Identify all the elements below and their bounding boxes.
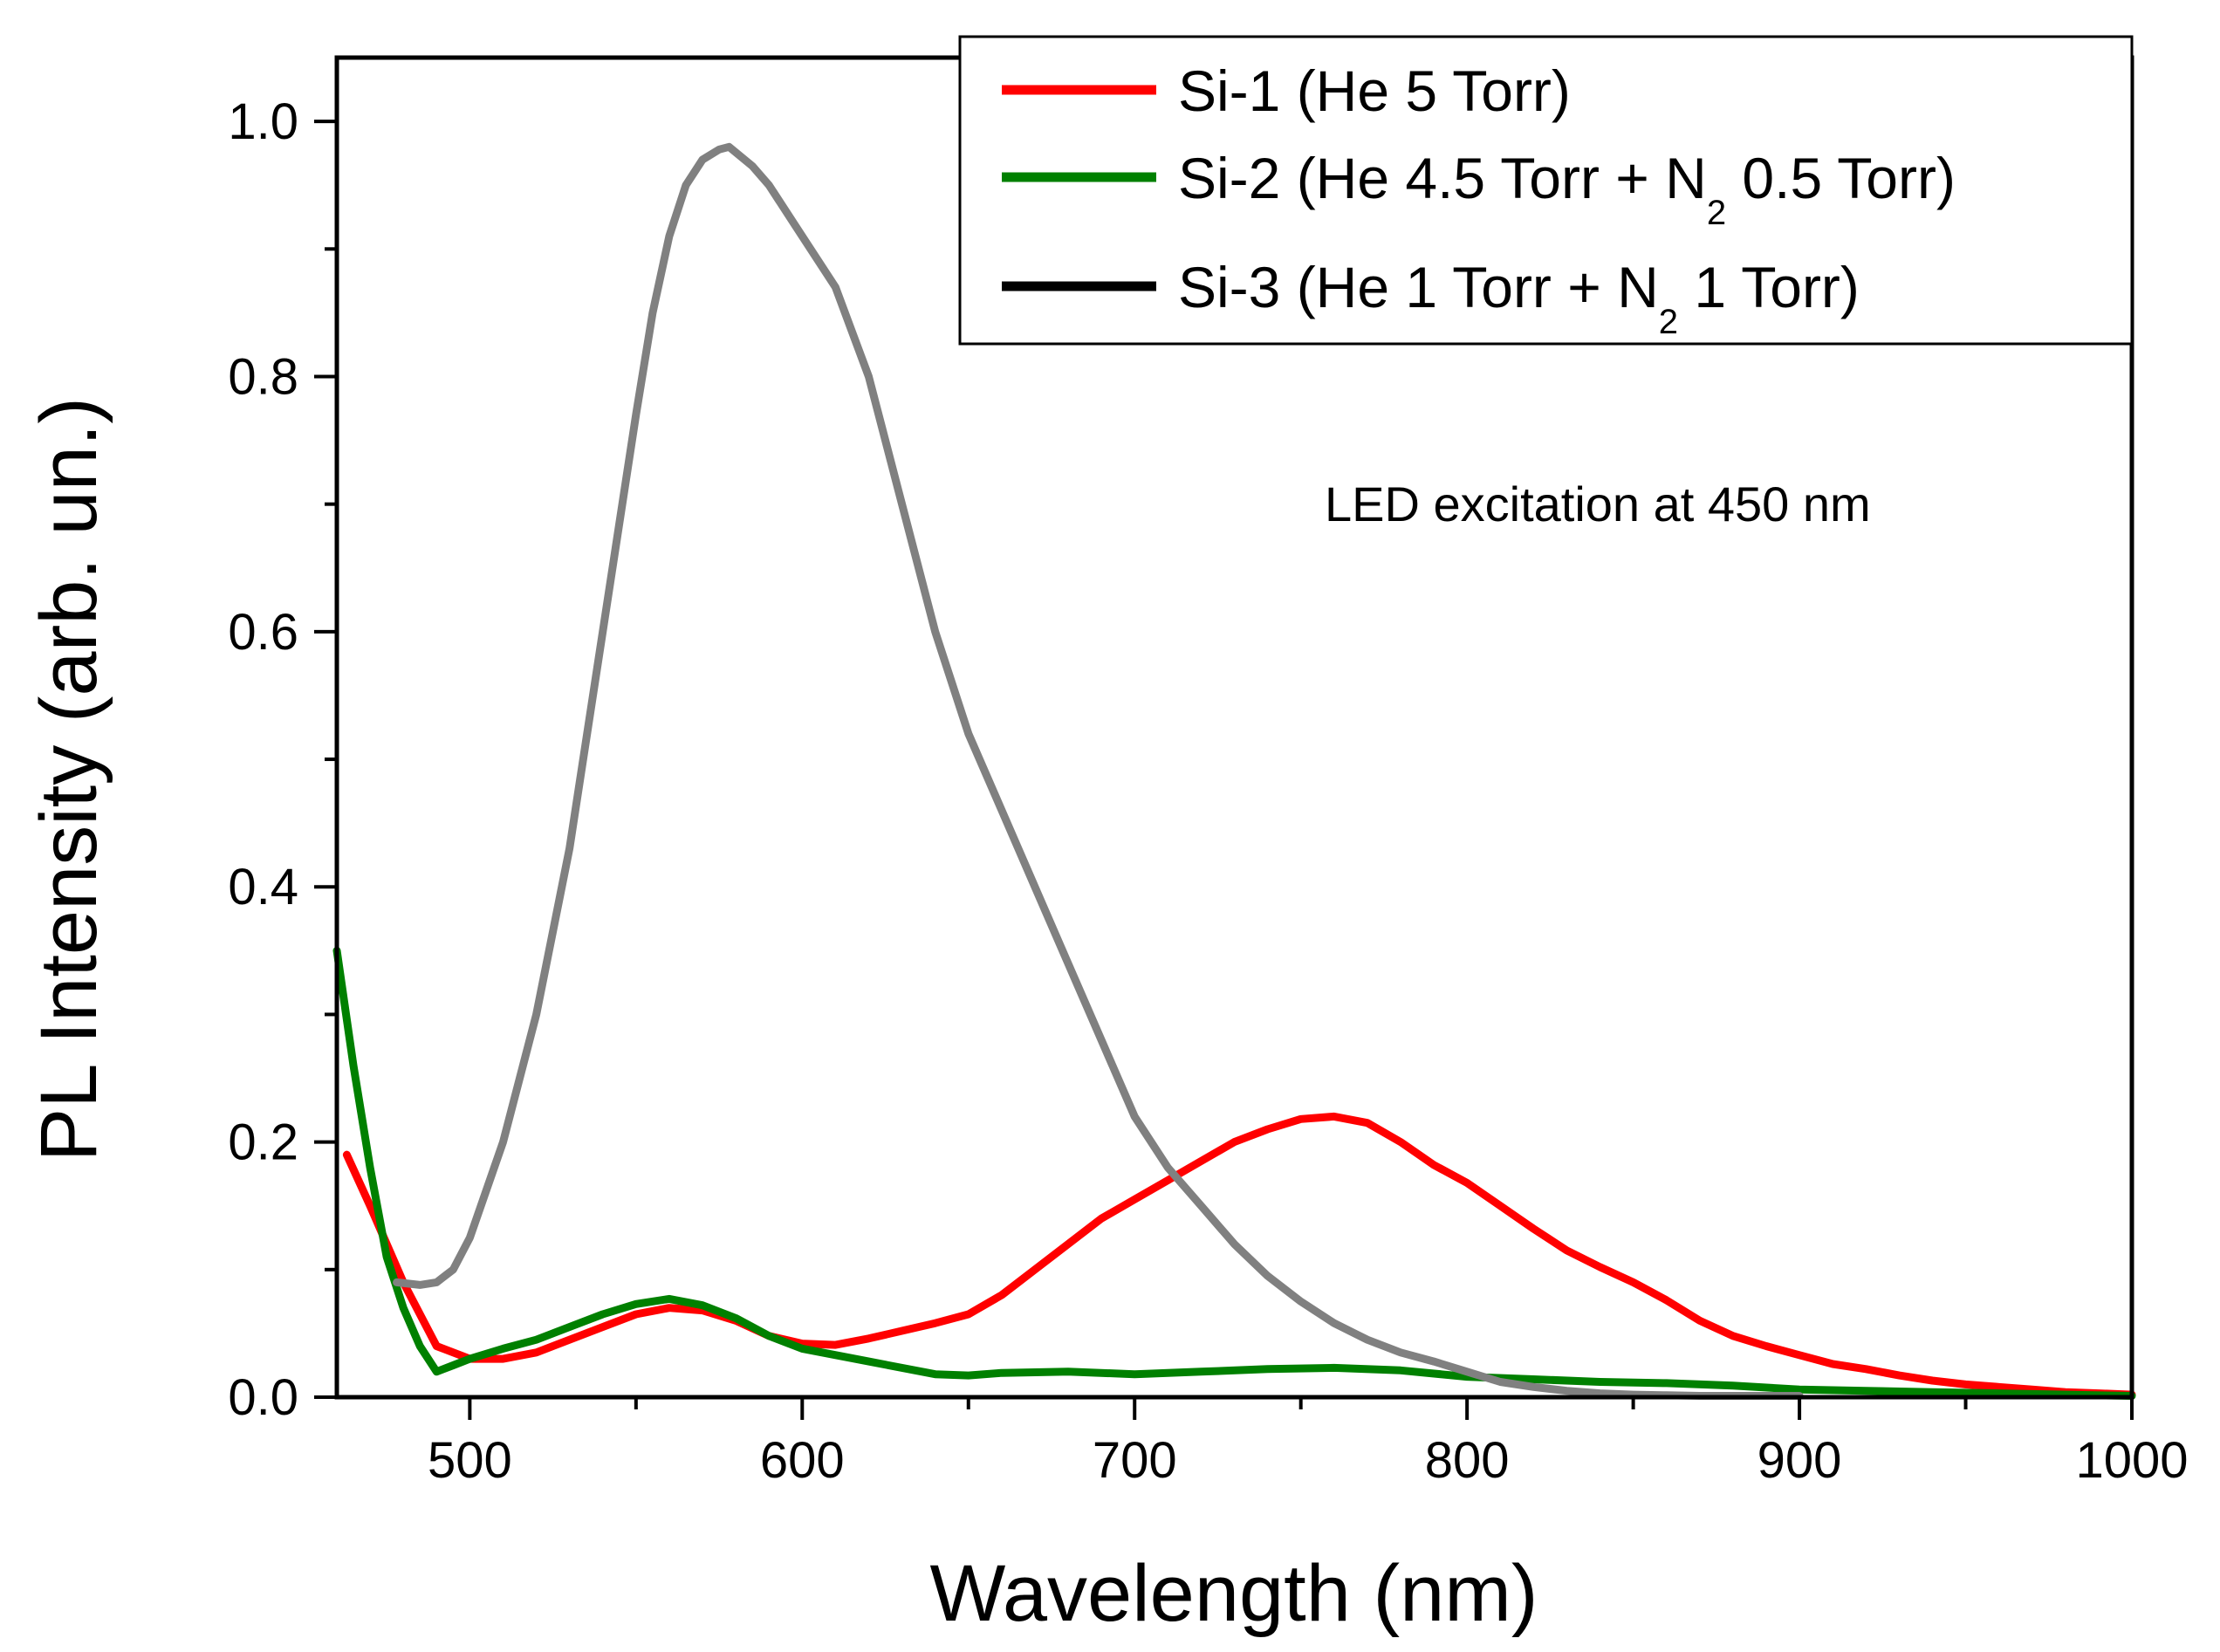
legend-entries: Si-1 (He 5 Torr) Si-2 (He 4.5 Torr + N2 0… bbox=[1002, 58, 1956, 341]
y-tick-label: 0.8 bbox=[228, 348, 298, 405]
series-layer bbox=[332, 142, 2136, 1400]
x-tick-label: 500 bbox=[428, 1432, 512, 1489]
series-line-1 bbox=[342, 1112, 2136, 1399]
y-tick-label: 0.4 bbox=[228, 859, 298, 915]
series-line-2 bbox=[332, 946, 2136, 1400]
legend: Si-1 (He 5 Torr) Si-2 (He 4.5 Torr + N2 0… bbox=[958, 35, 2134, 346]
series-line-3 bbox=[393, 142, 1804, 1400]
annotation-text: LED excitation at 450 nm bbox=[1325, 476, 1871, 531]
y-tick-label: 0.6 bbox=[228, 604, 298, 661]
x-tick-label: 1000 bbox=[2075, 1432, 2188, 1489]
y-tick-label: 0.2 bbox=[228, 1114, 298, 1171]
x-tick-label: 800 bbox=[1425, 1432, 1510, 1489]
ticks-layer: 500 600 700 800 900 1000 0.0 0.2 0.4 0.6 0.8 1.0 bbox=[228, 93, 2188, 1489]
x-tick-label: 600 bbox=[760, 1432, 845, 1489]
legend-label-2: Si-2 (He 4.5 Torr + N2 0.5 Torr) bbox=[1178, 146, 1956, 232]
legend-label-1: Si-1 (He 5 Torr) bbox=[1178, 58, 1571, 123]
legend-label-3: Si-3 (He 1 Torr + N2 1 Torr) bbox=[1178, 255, 1860, 341]
y-tick-label: 1.0 bbox=[228, 93, 298, 150]
x-tick-label: 700 bbox=[1093, 1432, 1177, 1489]
y-tick-label: 0.0 bbox=[228, 1369, 298, 1426]
y-axis-title: PL Intensity (arb. un.) bbox=[24, 397, 113, 1162]
x-tick-label: 900 bbox=[1758, 1432, 1842, 1489]
x-axis-title: Wavelength (nm) bbox=[929, 1549, 1538, 1638]
